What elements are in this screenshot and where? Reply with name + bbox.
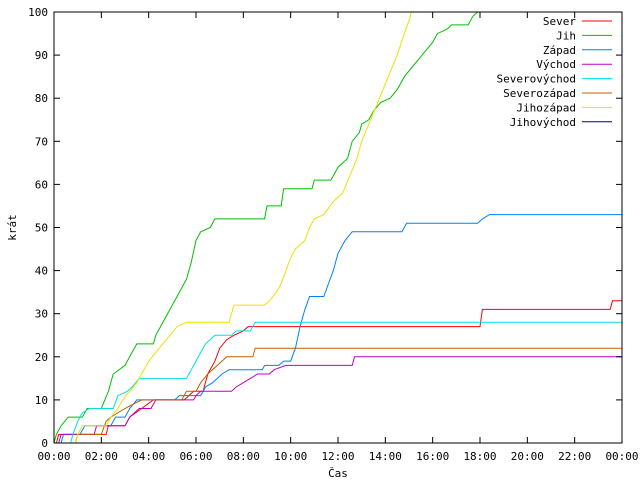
x-axis-label: Čas xyxy=(328,467,348,480)
y-axis: 0 10 20 30 40 50 60 70 80 90 100 xyxy=(28,6,622,450)
series-lines xyxy=(53,11,622,444)
x-tick-label: 18:00 xyxy=(463,450,496,463)
y-tick-label: 80 xyxy=(35,92,48,105)
series-line-6 xyxy=(74,11,412,444)
series-line-5 xyxy=(74,347,622,444)
x-tick-label: 20:00 xyxy=(511,450,544,463)
y-tick-label: 100 xyxy=(28,6,48,19)
x-axis: 00:00 02:00 04:00 06:00 08:00 10:00 12:00 14:00… xyxy=(37,12,639,463)
legend-label: Jihovýchod xyxy=(510,116,576,129)
x-tick-label: 16:00 xyxy=(416,450,449,463)
x-tick-label: 14:00 xyxy=(369,450,402,463)
y-tick-label: 50 xyxy=(35,222,48,235)
legend-label: Západ xyxy=(543,44,576,57)
y-axis-label: krát xyxy=(6,214,19,241)
legend-label: Severovýchod xyxy=(497,73,576,86)
x-tick-label: 02:00 xyxy=(85,450,118,463)
legend-label: Severozápad xyxy=(503,87,576,100)
x-tick-label: 04:00 xyxy=(132,450,165,463)
x-tick-label: 00:00 xyxy=(37,450,70,463)
series-line-2 xyxy=(60,214,622,444)
y-tick-label: 60 xyxy=(35,178,48,191)
x-tick-label: 22:00 xyxy=(558,450,591,463)
series-line-3 xyxy=(58,356,622,444)
legend-label: Jihozápad xyxy=(516,101,576,114)
legend-label: Sever xyxy=(543,15,576,28)
x-tick-label: 06:00 xyxy=(179,450,212,463)
legend-label: Východ xyxy=(536,58,576,71)
y-tick-label: 70 xyxy=(35,135,48,148)
y-tick-label: 10 xyxy=(35,394,48,407)
series-line-4 xyxy=(70,321,622,444)
x-tick-label: 12:00 xyxy=(321,450,354,463)
y-tick-label: 20 xyxy=(35,351,48,364)
y-tick-label: 40 xyxy=(35,265,48,278)
x-tick-label: 10:00 xyxy=(274,450,307,463)
y-tick-label: 0 xyxy=(41,437,48,450)
x-tick-label: 08:00 xyxy=(227,450,260,463)
x-tick-label: 00:00 xyxy=(605,450,638,463)
legend-label: Jih xyxy=(556,29,576,42)
series-line-1 xyxy=(53,11,478,444)
y-tick-label: 30 xyxy=(35,308,48,321)
y-tick-label: 90 xyxy=(35,49,48,62)
